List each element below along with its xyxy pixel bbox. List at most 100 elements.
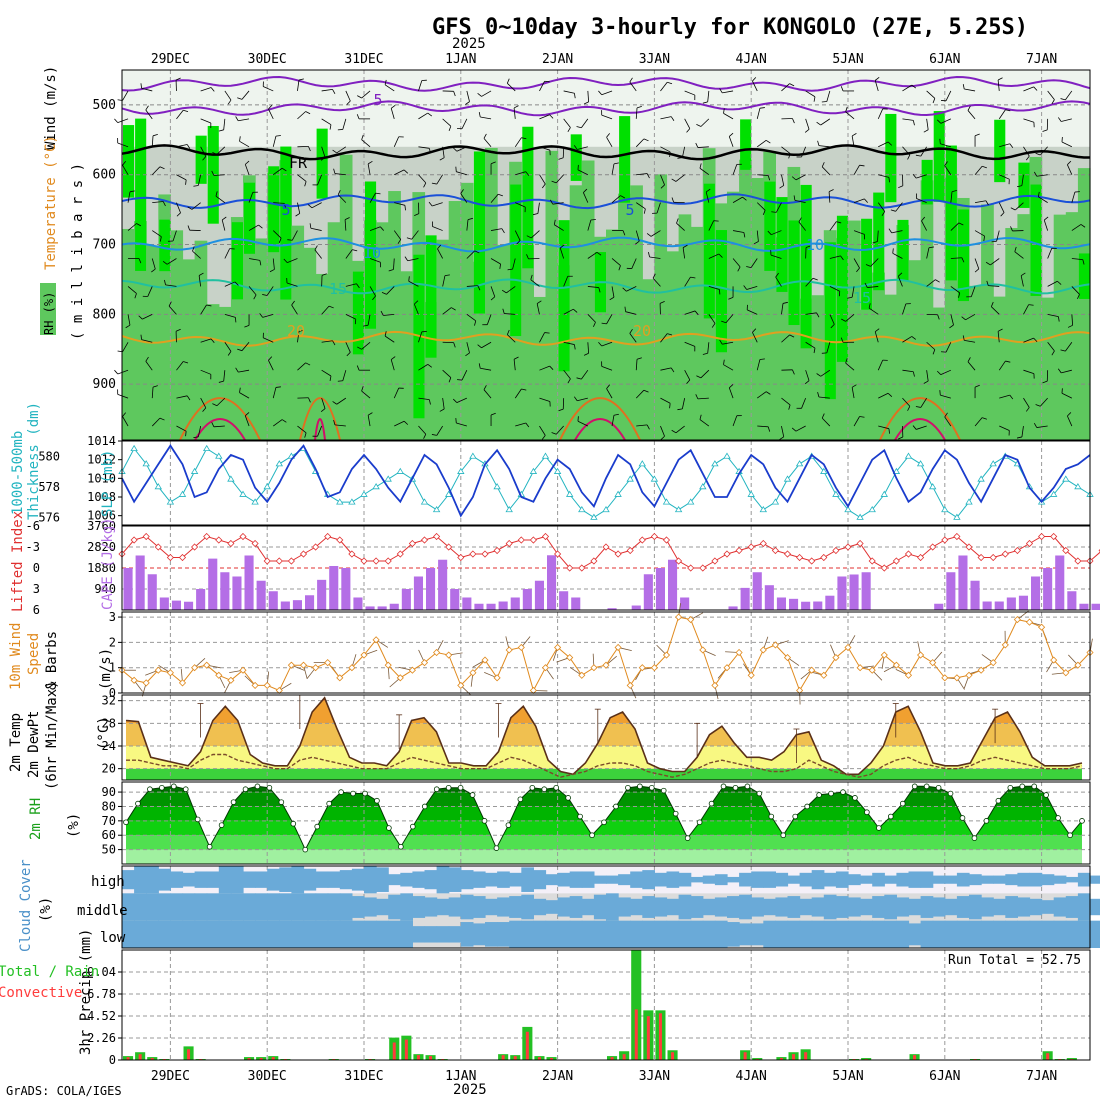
cape-panel-frame <box>121 525 1091 611</box>
wind-barb-flag <box>308 146 311 152</box>
rh2m-point <box>947 790 954 797</box>
wind10m-point <box>481 656 489 664</box>
wind-barb-flag <box>136 223 142 227</box>
wind-barb-flag <box>583 352 589 356</box>
wind-barb-flag <box>333 168 336 174</box>
wind-barb <box>801 146 807 158</box>
wind-barb-flag <box>629 328 633 334</box>
wind-barb-flag <box>816 373 821 377</box>
wind-barb-flag <box>949 324 954 329</box>
wind-barb-flag <box>507 268 513 271</box>
wind-barb-flag <box>742 196 747 201</box>
wind-barb <box>1023 337 1034 343</box>
cloud-middle-bar <box>1053 897 1067 917</box>
wind10m-panel-frame <box>121 611 1091 694</box>
cape-bar <box>462 597 472 610</box>
wind-barb-flag <box>847 296 853 299</box>
wind-barb <box>241 90 250 100</box>
wind-barb <box>418 80 423 92</box>
wind-barb-flag <box>997 77 1003 81</box>
wind-barb-flag <box>253 294 257 300</box>
precip-convective-bar <box>743 1052 747 1060</box>
cloud-low-bar <box>993 920 1006 948</box>
wind-barb-flag <box>1020 272 1026 276</box>
rh2m-point <box>1019 783 1026 790</box>
lifted-index-point <box>662 536 671 544</box>
cloud-low-bar <box>291 920 305 948</box>
wind-barb-flag <box>516 240 521 245</box>
pressure-tick-label: 800 <box>93 307 116 322</box>
wind-barb-flag <box>551 432 557 435</box>
rh2m-point <box>1055 815 1061 821</box>
wind-barb-flag <box>467 217 473 221</box>
wind10m-point <box>566 653 574 662</box>
wind-barb-flag <box>974 268 980 273</box>
cloud-panel-labels: Cloud Cover (%) high middle low <box>18 859 128 952</box>
cape-bar <box>413 576 423 610</box>
wind-barb-flag <box>767 175 771 181</box>
wind-barb <box>752 80 758 92</box>
wind-barb-flag <box>187 206 193 210</box>
lifted-index-point <box>554 550 562 558</box>
cloud-middle-bar <box>351 896 365 918</box>
wind-barb-flag <box>890 209 896 212</box>
wind-barb <box>408 280 419 287</box>
thickness-point <box>263 483 271 490</box>
wind-barb <box>750 258 758 268</box>
wind-barb <box>145 109 153 120</box>
rh2m-point <box>971 835 978 841</box>
lifted-index-point <box>251 539 259 548</box>
cape-bar <box>450 589 460 610</box>
cloud-high-bar <box>485 872 498 887</box>
wind-barb-flag <box>958 222 964 226</box>
wind-barb-flag <box>453 91 456 97</box>
temp2m-line <box>125 696 1083 776</box>
cloud-low-bar <box>255 920 268 948</box>
lifted-index-point <box>469 550 477 558</box>
wind-barb-flag <box>513 356 519 360</box>
wind-barb-flag <box>792 118 795 124</box>
wind-barb-flag <box>771 211 777 213</box>
rh-band <box>126 820 1082 836</box>
wind-barb-flag <box>962 335 965 341</box>
lifted-index-point <box>517 536 525 544</box>
wind-barb <box>481 90 492 97</box>
lifted-index-point <box>239 532 247 541</box>
wind-barb <box>829 286 840 292</box>
thickness-tick-label: 578 <box>38 480 60 494</box>
cape-bar <box>244 555 254 610</box>
wind-barb-flag <box>428 399 431 405</box>
rh2m-point <box>386 825 392 831</box>
wind-barb-flag <box>1060 349 1066 352</box>
wind-barb <box>821 166 831 175</box>
rh2m-point <box>684 835 691 841</box>
wind-barb <box>297 331 300 343</box>
cloud-low-bar <box>702 920 716 948</box>
wind-barb-flag <box>138 315 143 320</box>
lifted-index-point <box>275 557 283 565</box>
cloud-middle-bar <box>751 897 764 917</box>
wind-barb-flag <box>648 252 650 258</box>
wind-barb-flag <box>845 358 848 364</box>
cloud-low-bar <box>315 920 329 948</box>
wind-barb-flag <box>403 420 409 425</box>
cloud-middle-bar <box>364 897 377 917</box>
wind-barb <box>244 164 250 175</box>
wind-barb-flag <box>474 250 480 254</box>
wind10m-point <box>638 664 646 672</box>
lifted-index-point <box>614 550 622 558</box>
wind-barb <box>920 397 927 408</box>
rh-high-column <box>268 166 280 253</box>
cloud-middle-bar <box>739 894 752 920</box>
wind-barb <box>345 313 356 320</box>
wind-barb-flag <box>1080 224 1086 228</box>
wind-barb-flag <box>859 164 865 167</box>
rh2m-point <box>159 784 165 791</box>
cloud-low-bar <box>557 920 571 948</box>
wind10m-point <box>251 681 259 689</box>
rh2m-point <box>278 799 285 805</box>
wind-barb <box>820 118 831 126</box>
thickness-point <box>820 467 828 474</box>
wind-barb-flag <box>1035 152 1041 156</box>
wind-barb <box>317 174 323 186</box>
